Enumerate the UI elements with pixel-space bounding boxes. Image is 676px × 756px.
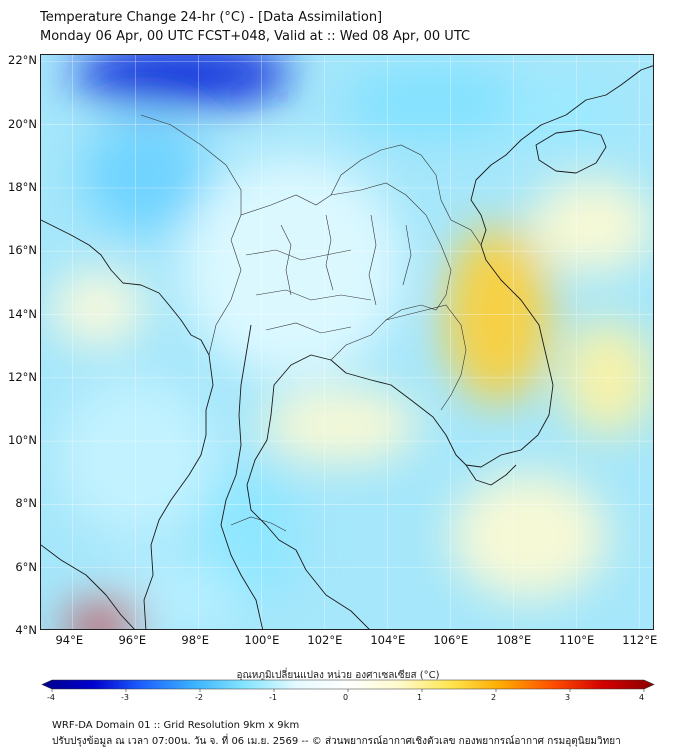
chart-subtitle: Monday 06 Apr, 00 UTC FCST+048, Valid at… bbox=[40, 29, 471, 44]
colorbar bbox=[41, 679, 655, 692]
colorbar-tick-label: 4 bbox=[639, 693, 645, 702]
colorbar-tick-label: -1 bbox=[269, 693, 277, 702]
coastline-sumatra bbox=[41, 544, 135, 629]
lon-tick-label: 94°E bbox=[55, 633, 84, 647]
field-region-cold-andaman bbox=[56, 377, 215, 537]
field-region-cold-north-vietnam bbox=[340, 64, 530, 141]
field-region-cold-core-north-myanmar bbox=[72, 55, 293, 106]
field-region-warm-gulf bbox=[261, 387, 419, 464]
border-thailand bbox=[208, 182, 452, 361]
colorbar-gradient bbox=[41, 679, 655, 690]
coastline-mainland-west bbox=[41, 219, 214, 629]
field-region-warm-andaman-coast bbox=[66, 599, 142, 629]
temperature-field-map bbox=[41, 55, 653, 629]
field-region-warm-central-vietnam bbox=[444, 225, 552, 404]
colorbar-tick-label: 2 bbox=[491, 693, 497, 702]
colorbar-tick-label: -2 bbox=[195, 693, 203, 702]
field-region-warm-scs-east bbox=[560, 320, 653, 435]
lon-tick-label: 96°E bbox=[118, 633, 147, 647]
colorbar-tick-label: -3 bbox=[121, 693, 129, 702]
field-region-warm-scs-north bbox=[529, 178, 653, 274]
lat-tick-label: 18°N bbox=[8, 179, 37, 194]
lat-tick-label: 10°N bbox=[8, 433, 37, 448]
colorbar-tick-label: 0 bbox=[343, 693, 349, 702]
lat-tick-label: 4°N bbox=[15, 623, 37, 637]
lat-tick-label: 8°N bbox=[15, 496, 37, 511]
lat-tick-label: 12°N bbox=[8, 369, 37, 384]
lat-tick-label: 16°N bbox=[8, 243, 37, 258]
footer-credits: ปรับปรุงข้อมูล ณ เวลา 07:00น. วัน จ. ที่… bbox=[52, 736, 621, 747]
lat-tick-label: 14°N bbox=[8, 306, 37, 321]
border-cambodia bbox=[385, 304, 467, 411]
coastline-gulf-thailand bbox=[273, 65, 653, 468]
chart-title: Temperature Change 24-hr (°C) - [Data As… bbox=[40, 10, 383, 25]
field-region-cold-west-myanmar bbox=[81, 118, 208, 233]
colorbar-tick-label: 1 bbox=[417, 693, 423, 702]
border-provinces bbox=[245, 214, 412, 334]
field-region-cold-hainan bbox=[503, 80, 618, 144]
lon-tick-label: 100°E bbox=[244, 633, 280, 647]
coastline-hainan bbox=[535, 129, 607, 174]
colorbar-title: อุณหภูมิเปลี่ยนแปลง หน่วย องศาเซลเซียส (… bbox=[236, 670, 440, 681]
field-region-warm-west-bay bbox=[50, 270, 145, 347]
border-laos bbox=[330, 144, 482, 246]
field-region-cold-peninsula bbox=[198, 466, 300, 606]
footer-model-info: WRF-DA Domain 01 :: Grid Resolution 9km … bbox=[52, 720, 300, 731]
lat-tick-label: 20°N bbox=[8, 116, 37, 131]
field-region-cold-thailand bbox=[182, 156, 404, 378]
lon-tick-label: 110°E bbox=[559, 633, 595, 647]
lat-tick-label: 6°N bbox=[15, 559, 37, 574]
border-malaysia bbox=[230, 516, 287, 532]
colorbar-tick-label: -4 bbox=[47, 693, 55, 702]
coastline-peninsula-west bbox=[220, 324, 264, 629]
map-plot-area[interactable] bbox=[40, 54, 654, 630]
lon-tick-label: 102°E bbox=[307, 633, 343, 647]
border-myanmar-north bbox=[140, 114, 242, 215]
lon-tick-label: 106°E bbox=[433, 633, 469, 647]
lon-tick-label: 108°E bbox=[496, 633, 532, 647]
coastline-peninsula-east bbox=[246, 384, 370, 629]
coastline-mekong-delta bbox=[465, 464, 517, 486]
lat-tick-label: 22°N bbox=[8, 53, 37, 68]
field-region-warm-scs-south bbox=[450, 472, 608, 600]
colorbar-tick-label: 3 bbox=[565, 693, 571, 702]
lon-tick-label: 98°E bbox=[181, 633, 210, 647]
lon-tick-label: 112°E bbox=[622, 633, 658, 647]
lon-tick-label: 104°E bbox=[370, 633, 406, 647]
